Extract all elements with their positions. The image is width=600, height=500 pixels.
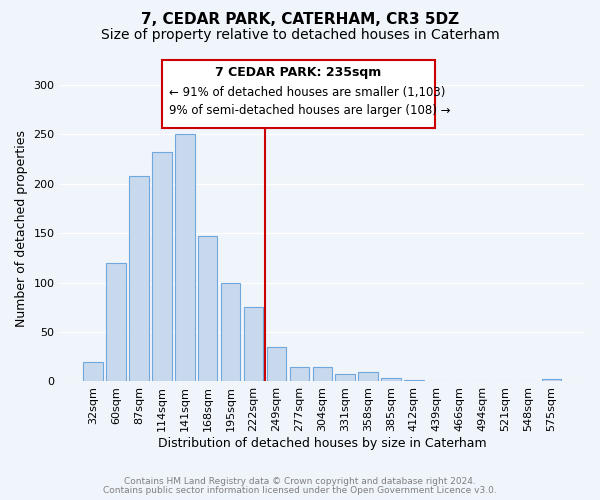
Text: 7, CEDAR PARK, CATERHAM, CR3 5DZ: 7, CEDAR PARK, CATERHAM, CR3 5DZ [141,12,459,28]
Y-axis label: Number of detached properties: Number of detached properties [15,130,28,326]
Text: ← 91% of detached houses are smaller (1,103): ← 91% of detached houses are smaller (1,… [169,86,446,99]
Text: Size of property relative to detached houses in Caterham: Size of property relative to detached ho… [101,28,499,42]
Bar [358,372,378,382]
Text: Contains HM Land Registry data © Crown copyright and database right 2024.: Contains HM Land Registry data © Crown c… [124,477,476,486]
Text: 7 CEDAR PARK: 235sqm: 7 CEDAR PARK: 235sqm [215,66,382,79]
Bar [221,282,241,382]
Bar [313,366,332,382]
Bar [404,380,424,382]
Bar [542,380,561,382]
Bar [175,134,194,382]
Bar [381,378,401,382]
Bar [198,236,217,382]
X-axis label: Distribution of detached houses by size in Caterham: Distribution of detached houses by size … [158,437,487,450]
Bar [267,347,286,382]
Text: Contains public sector information licensed under the Open Government Licence v3: Contains public sector information licen… [103,486,497,495]
Bar [106,263,126,382]
Text: 9% of semi-detached houses are larger (108) →: 9% of semi-detached houses are larger (1… [169,104,451,117]
Bar [83,362,103,382]
Bar [129,176,149,382]
Bar [335,374,355,382]
Bar [152,152,172,382]
Bar [290,366,309,382]
Bar [244,308,263,382]
